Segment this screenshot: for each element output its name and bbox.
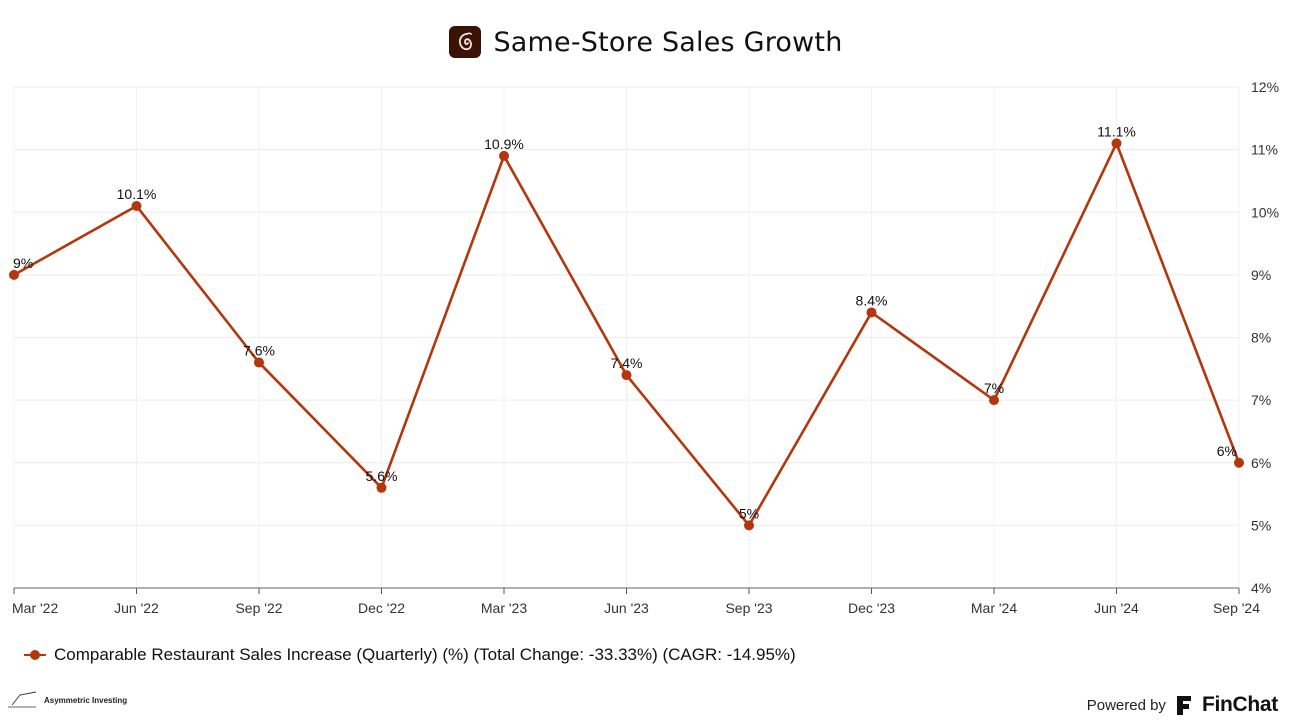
y-tick-label: 5% [1251, 517, 1271, 533]
powered-by-label: Powered by [1086, 696, 1166, 714]
data-point[interactable] [9, 269, 19, 280]
data-label: 7.6% [243, 343, 275, 359]
y-tick-label: 7% [1251, 392, 1271, 408]
data-point[interactable] [1111, 138, 1122, 149]
y-tick-label: 8% [1251, 330, 1271, 346]
y-tick-label: 12% [1251, 79, 1279, 95]
data-label: 11.1% [1097, 123, 1136, 139]
data-point[interactable] [866, 307, 877, 318]
chart-title: Same-Store Sales Growth [493, 26, 843, 58]
data-point[interactable] [499, 150, 509, 161]
y-tick-label: 4% [1251, 580, 1271, 596]
y-tick-label: 11% [1251, 142, 1278, 158]
finchat-logo-icon [1176, 696, 1191, 715]
x-tick-label: Sep '22 [235, 600, 282, 616]
data-label: 7.4% [611, 355, 643, 371]
x-tick-label: Mar '22 [12, 600, 58, 616]
line-chart: 4% 5% 6% 7% 8% 9% 10% 11% 12% Mar '22 Jun '22 Sep '… [9, 79, 1279, 616]
x-tick-label: Jun '24 [1094, 600, 1139, 616]
x-tick-label: Sep '23 [725, 600, 772, 616]
data-point[interactable] [989, 395, 999, 406]
data-label: 9% [13, 255, 33, 271]
data-point[interactable] [744, 520, 754, 531]
data-label: 6% [1217, 443, 1237, 459]
watermark: Asymmetric Investing [6, 688, 127, 712]
data-labels: 9% 10.1% 7.6% 5.6% 10.9% 7.4% 5% 8.4% 7% 11.1% 6% [13, 123, 1237, 521]
x-tick-label: Sep '24 [1213, 600, 1260, 616]
data-point[interactable] [254, 357, 264, 368]
data-label: 10.1% [117, 186, 157, 202]
data-point[interactable] [131, 200, 142, 211]
axes: 4% 5% 6% 7% 8% 9% 10% 11% 12% Mar '22 Jun '22 Sep '… [12, 79, 1279, 616]
data-label: 7% [984, 380, 1004, 396]
y-tick-label: 9% [1251, 267, 1271, 283]
chart-header: Same-Store Sales Growth [0, 22, 1292, 62]
grid-lines [13, 86, 1240, 589]
data-point[interactable] [376, 482, 387, 493]
data-point[interactable] [621, 370, 632, 381]
chart-legend[interactable]: Comparable Restaurant Sales Increase (Qu… [24, 643, 796, 667]
powered-by: Powered by FinChat [1086, 692, 1279, 718]
series-line [9, 138, 1244, 531]
y-tick-label: 10% [1251, 204, 1279, 220]
chili-pepper-logo-icon [449, 26, 482, 58]
legend-series-label: Comparable Restaurant Sales Increase (Qu… [54, 645, 796, 664]
data-label: 5% [739, 505, 759, 521]
finchat-brand: FinChat [1201, 693, 1278, 716]
data-label: 10.9% [484, 136, 524, 152]
data-label: 5.6% [366, 468, 398, 484]
x-tick-label: Mar '23 [481, 600, 527, 616]
y-tick-label: 6% [1251, 455, 1271, 471]
x-tick-label: Dec '23 [848, 600, 895, 616]
asymmetric-investing-logo-icon [8, 691, 37, 708]
x-tick-label: Mar '24 [971, 600, 1017, 616]
x-tick-label: Jun '22 [114, 600, 159, 616]
data-label: 8.4% [856, 292, 888, 308]
legend-series-marker [24, 648, 46, 662]
watermark-text: Asymmetric Investing [44, 695, 128, 705]
data-point[interactable] [1234, 457, 1244, 468]
x-tick-label: Jun '23 [604, 600, 649, 616]
x-tick-label: Dec '22 [358, 600, 405, 616]
